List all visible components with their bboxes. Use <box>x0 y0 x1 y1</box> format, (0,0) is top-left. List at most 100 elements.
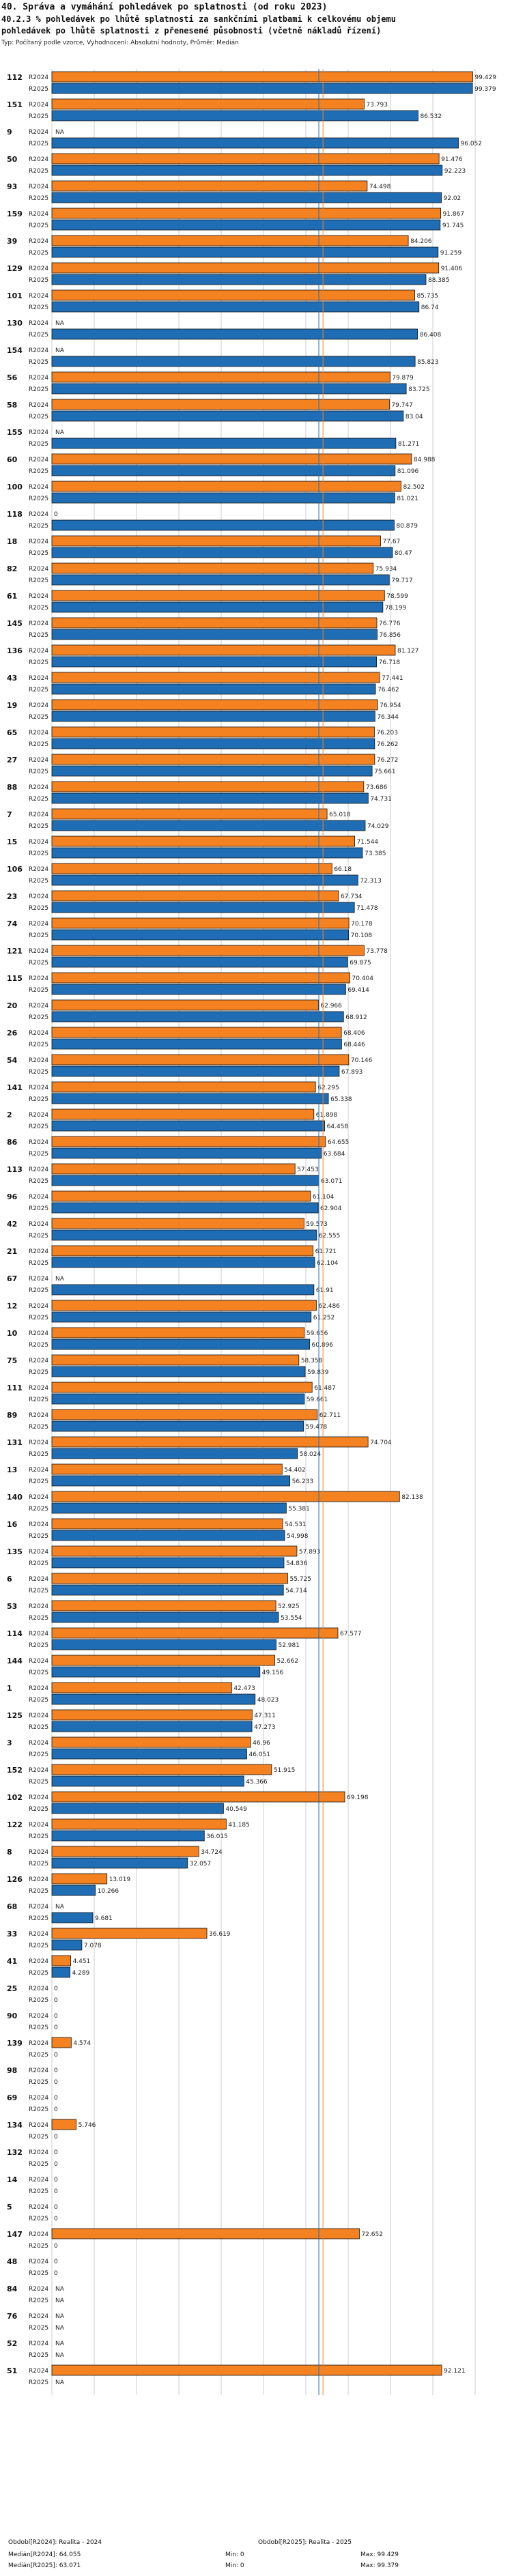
series-label: R2025 <box>29 769 48 775</box>
series-label: R2025 <box>29 2079 48 2086</box>
bar-r2024 <box>51 1709 253 1721</box>
series-label: R2025 <box>29 332 48 339</box>
value-label: 71.544 <box>357 839 379 846</box>
value-label: 67.893 <box>341 1069 363 1076</box>
bar-r2024 <box>51 945 365 956</box>
value-label: 99.379 <box>474 86 496 93</box>
group-label: 139 <box>7 2039 23 2048</box>
bar-r2024 <box>51 1573 288 1584</box>
series-label: R2024 <box>29 129 48 136</box>
value-label: 76.718 <box>379 659 401 666</box>
bar-r2024 <box>51 726 375 738</box>
value-label: 56.233 <box>292 1478 314 1485</box>
value-label: 61.721 <box>315 1248 337 1255</box>
na-label: NA <box>55 2341 65 2347</box>
group-label: 132 <box>7 2148 23 2157</box>
group-label: 27 <box>7 756 17 764</box>
bar-r2025 <box>51 164 443 176</box>
series-label: R2025 <box>29 1724 48 1731</box>
bar-r2025 <box>51 1175 319 1186</box>
series-label: R2024 <box>29 238 48 245</box>
bar-r2025 <box>51 110 418 121</box>
series-label: R2024 <box>29 757 48 764</box>
footer-median-2024: Medián[R2024]: 64.055 <box>8 2551 81 2558</box>
group-label: 98 <box>7 2066 17 2075</box>
value-label: 62.104 <box>317 1260 339 1267</box>
group-label: 19 <box>7 701 17 710</box>
bar-r2025 <box>51 1011 344 1022</box>
group-label: 131 <box>7 1438 23 1447</box>
bar-r2024 <box>51 1764 272 1775</box>
value-label: 0 <box>54 2134 58 2141</box>
group-label: 90 <box>7 2012 18 2020</box>
value-label: 51.915 <box>274 1767 296 1774</box>
bar-r2024 <box>51 1081 316 1093</box>
series-label: R2024 <box>29 1248 48 1255</box>
value-label: 67.577 <box>340 1631 362 1637</box>
series-label: R2025 <box>29 1806 48 1813</box>
series-label: R2024 <box>29 2231 48 2238</box>
value-label: 34.724 <box>201 1849 223 1856</box>
value-label: 85.735 <box>417 293 439 300</box>
series-label: R2024 <box>29 347 48 354</box>
value-label: 73.686 <box>366 784 388 791</box>
series-label: R2025 <box>29 1424 48 1431</box>
bar-r2025 <box>51 1639 276 1650</box>
series-label: R2024 <box>29 1794 48 1801</box>
series-label: R2025 <box>29 1205 48 1212</box>
series-label: R2025 <box>29 1560 48 1567</box>
value-label: 96.052 <box>461 141 483 147</box>
series-label: R2025 <box>29 359 48 366</box>
value-label: 76.776 <box>379 620 401 627</box>
value-label: 0 <box>54 2095 58 2102</box>
value-label: 69.414 <box>347 987 369 994</box>
value-label: 65.018 <box>329 812 351 818</box>
series-label: R2024 <box>29 2259 48 2265</box>
group-label: 68 <box>7 1902 17 1911</box>
group-label: 53 <box>7 1602 17 1611</box>
value-label: 62.295 <box>317 1085 339 1091</box>
group-label: 89 <box>7 1411 17 1420</box>
value-label: 4.574 <box>73 2040 91 2047</box>
series-label: R2024 <box>29 1440 48 1446</box>
series-label: R2025 <box>29 1833 48 1840</box>
series-label: R2025 <box>29 414 48 420</box>
series-label: R2025 <box>29 960 48 967</box>
value-label: 62.966 <box>320 1003 342 1010</box>
bar-r2025 <box>51 1147 322 1159</box>
footer-min-2024: Min: 0 <box>225 2551 244 2558</box>
bar-r2025 <box>51 1475 291 1487</box>
value-label: 0 <box>54 2149 58 2156</box>
series-label: R2024 <box>29 1330 48 1337</box>
series-label: R2025 <box>29 1042 48 1048</box>
bar-r2025 <box>51 656 378 668</box>
bar-r2025 <box>51 1748 247 1760</box>
bar-r2025 <box>51 1420 304 1432</box>
bar-r2024 <box>51 399 390 410</box>
group-label: 3 <box>7 1738 12 1747</box>
bar-r2025 <box>51 1366 306 1377</box>
group-label: 144 <box>7 1657 23 1665</box>
series-label: R2024 <box>29 266 48 272</box>
bar-r2024 <box>51 1928 208 1939</box>
series-label: R2025 <box>29 304 48 311</box>
series-label: R2024 <box>29 1958 48 1965</box>
bar-r2025 <box>51 601 384 613</box>
bar-r2025 <box>51 1065 340 1077</box>
footer-median-2025: Medián[R2025]: 63.071 <box>8 2562 81 2569</box>
bar-r2025 <box>51 1557 285 1569</box>
series-label: R2024 <box>29 1167 48 1173</box>
group-label: 113 <box>7 1165 23 1174</box>
series-label: R2025 <box>29 1287 48 1294</box>
value-label: 0 <box>54 2204 58 2211</box>
series-label: R2024 <box>29 1412 48 1419</box>
value-label: 0 <box>54 2079 58 2086</box>
value-label: 71.478 <box>356 905 378 912</box>
bar-r2025 <box>51 465 396 476</box>
group-label: 152 <box>7 1766 23 1775</box>
value-label: 7.078 <box>84 1943 102 1949</box>
series-label: R2024 <box>29 293 48 300</box>
value-label: 0 <box>54 1986 58 1992</box>
bar-r2024 <box>51 289 415 301</box>
series-label: R2024 <box>29 1549 48 1556</box>
